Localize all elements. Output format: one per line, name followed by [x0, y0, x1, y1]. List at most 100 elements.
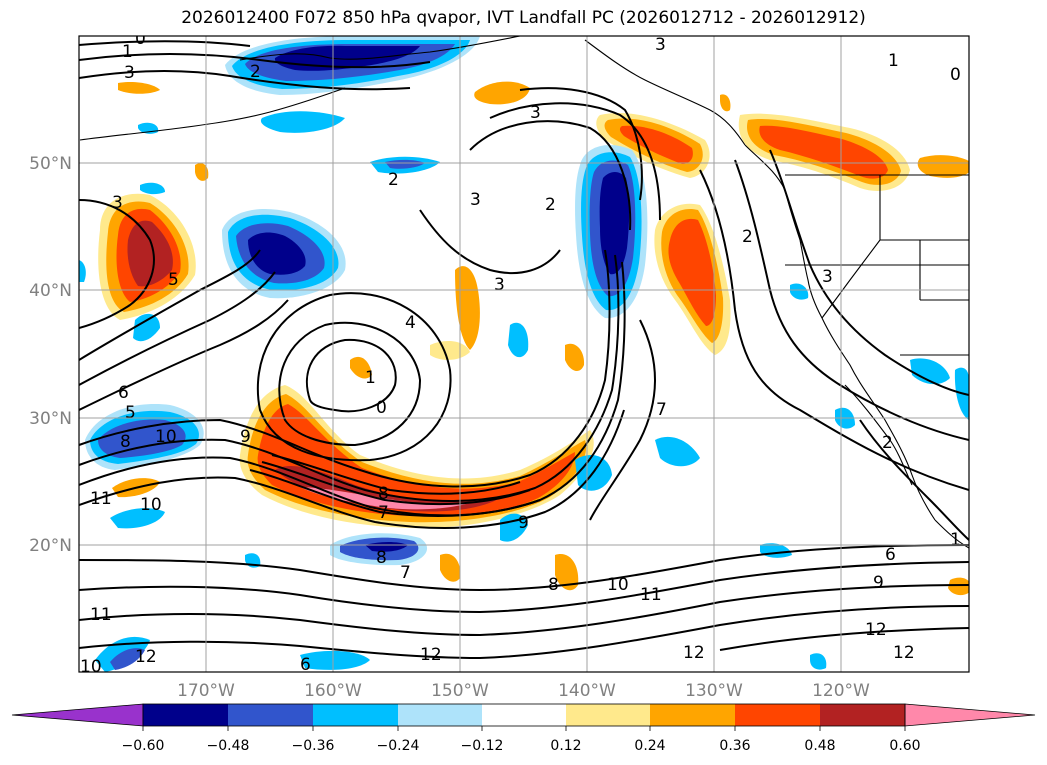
- contour-mid-2: [419, 209, 561, 274]
- anomaly-neg-163w-navy: [248, 232, 306, 275]
- colorbar-swatch: [313, 704, 398, 726]
- anomaly-small-4: [565, 343, 585, 372]
- anomaly-small-5: [555, 554, 579, 591]
- anomaly-neg-offshore-navy: [599, 172, 630, 275]
- contour-jet-1: [79, 249, 611, 488]
- colorbar-swatch: [566, 704, 650, 726]
- lon-label-140w: 140°W: [558, 681, 616, 701]
- contour-label: 1: [888, 51, 899, 71]
- latitude-labels: 50°N 40°N 30°N 20°N: [29, 154, 72, 556]
- contour-west-1: [79, 199, 155, 329]
- contour-label: 2: [388, 170, 399, 190]
- anomaly-small-10: [948, 577, 969, 595]
- contour-label: 12: [865, 620, 887, 640]
- contour-label: 3: [494, 275, 505, 295]
- contour-label: 2: [545, 195, 556, 215]
- contour-label: 9: [240, 427, 251, 447]
- coastline-aleutians: [79, 87, 346, 141]
- contour-label: 8: [548, 575, 559, 595]
- colorbar-swatch: [143, 704, 228, 726]
- anomaly-neg-sub9: [300, 650, 370, 670]
- contour-east-3: [769, 149, 969, 396]
- colorbar-tick-label: 0.12: [550, 738, 581, 754]
- contour-label: 5: [125, 403, 136, 423]
- longitude-labels: 170°W 160°W 150°W 140°W 130°W 120°W: [177, 681, 870, 701]
- lon-label-170w: 170°W: [177, 681, 235, 701]
- lat-label-50n: 50°N: [29, 154, 72, 174]
- colorbar-tick-label: −0.36: [292, 738, 335, 754]
- contour-label: 8: [376, 548, 387, 568]
- colorbar-tick-label: −0.48: [207, 738, 250, 754]
- contour-gulf-3: [469, 120, 632, 231]
- contour-jet-5: [249, 469, 541, 517]
- anomaly-small-6: [440, 553, 461, 582]
- coastline-alaska: [239, 36, 521, 61]
- contour-label: 3: [112, 193, 123, 213]
- contour-low-ring-3: [256, 292, 452, 462]
- contour-north-2: [79, 53, 431, 69]
- contour-label: 12: [420, 645, 442, 665]
- anomaly-neg-sub3: [655, 436, 700, 467]
- colorbar-tick-label: −0.24: [377, 738, 420, 754]
- colorbar-tick-label: −0.60: [122, 738, 165, 754]
- contour-label: 3: [124, 63, 135, 83]
- anomaly-canada-east: [917, 155, 969, 178]
- contour-label: 6: [118, 383, 129, 403]
- contour-mid-1: [589, 319, 656, 521]
- contour-east-4: [859, 419, 969, 541]
- contour-label: 10: [80, 657, 102, 677]
- contour-west-2: [79, 249, 261, 361]
- contour-label: 9: [518, 513, 529, 533]
- graticule: [79, 36, 969, 672]
- anomaly-small-2: [455, 266, 480, 350]
- colorbar-frame: [142, 703, 906, 727]
- colorbar-tick-label: 0.48: [804, 738, 835, 754]
- anomaly-neg-sub14: [140, 182, 165, 195]
- contour-west-4: [79, 299, 289, 411]
- colorbar-tick-label: −0.12: [461, 738, 504, 754]
- lon-label-150w: 150°W: [431, 681, 489, 701]
- anomaly-neg-north-2: [260, 111, 345, 133]
- contour-label: 6: [300, 655, 311, 675]
- contour-jet-4: [79, 409, 625, 529]
- negative-anomaly-fills: [79, 36, 969, 672]
- contour-label: 3: [655, 35, 666, 55]
- anomaly-coast-45n-red: [668, 218, 716, 326]
- contour-north-1: [79, 40, 251, 47]
- map-frame: [78, 35, 970, 673]
- contour-label: 2: [250, 62, 261, 82]
- contour-label: 1: [122, 42, 133, 62]
- contour-label: 3: [470, 190, 481, 210]
- lon-label-120w: 120°W: [812, 681, 870, 701]
- anomaly-small-9: [350, 356, 372, 379]
- anomaly-neg-sub10: [810, 653, 827, 670]
- contour-label: 7: [378, 503, 389, 523]
- coastline-washington: [799, 239, 823, 319]
- contour-low-ring-2: [278, 321, 422, 447]
- contour-label: 12: [135, 647, 157, 667]
- colorbar-swatch: [398, 704, 482, 726]
- contour-label: 8: [120, 432, 131, 452]
- colorbar-swatch: [482, 704, 566, 726]
- contour-jet-7: [271, 454, 521, 495]
- contour-label: 10: [140, 495, 162, 515]
- anomaly-neg-sub8: [133, 313, 160, 342]
- contour-label: 12: [683, 643, 705, 663]
- contour-east-1: [699, 169, 969, 491]
- contour-label: 8: [378, 484, 389, 504]
- anomaly-neg-30n-west-blue: [98, 419, 186, 458]
- colorbar: −0.60 −0.48 −0.36 −0.24 −0.12 0.12 0.24 …: [11, 703, 1036, 754]
- contour-label: 2: [882, 433, 893, 453]
- contour-label: 7: [656, 400, 667, 420]
- contour-label: 0: [950, 65, 961, 85]
- contour-labels: 0 1 2 3 3 3 2 3 3 2 3 1 0 4 5 6 5 8 10 9…: [80, 35, 961, 677]
- positive-anomaly-fills: [98, 81, 969, 595]
- contour-label: 6: [885, 545, 896, 565]
- contour-label: 11: [640, 585, 662, 605]
- lat-label-20n: 20°N: [29, 536, 72, 556]
- lon-label-160w: 160°W: [304, 681, 362, 701]
- colorbar-swatch: [228, 704, 313, 726]
- colorbar-swatch: [820, 704, 905, 726]
- anomaly-neg-sub4: [508, 322, 529, 358]
